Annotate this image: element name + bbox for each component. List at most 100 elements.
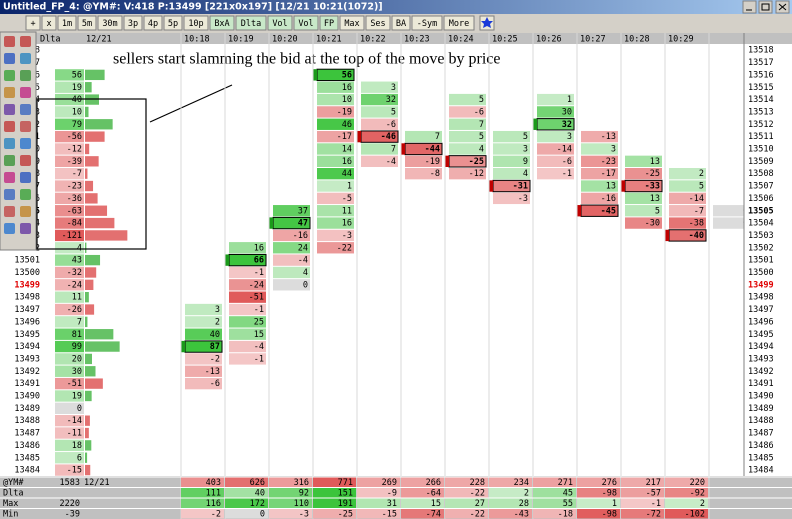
footprint-value: 5 bbox=[391, 107, 396, 117]
toolbar-button-label[interactable]: Vol bbox=[272, 19, 287, 29]
toolbar-button-label[interactable]: 10p bbox=[188, 19, 203, 29]
footprint-cell bbox=[537, 130, 574, 143]
tool-icon[interactable] bbox=[20, 121, 31, 132]
toolbar-button[interactable] bbox=[339, 15, 365, 31]
session-histogram-bar bbox=[85, 254, 101, 266]
tool-icon[interactable] bbox=[4, 36, 15, 47]
minimize-button[interactable] bbox=[742, 0, 757, 14]
summary-total: 2220 bbox=[60, 499, 80, 509]
summary-cell bbox=[445, 498, 488, 508]
footprint-value: 16 bbox=[254, 243, 264, 253]
tool-icon[interactable] bbox=[4, 206, 15, 217]
toolbar-button-label[interactable]: More bbox=[449, 19, 469, 29]
toolbar-button[interactable] bbox=[25, 15, 41, 31]
toolbar-button-label[interactable]: BxA bbox=[214, 19, 229, 29]
price-label: 13490 bbox=[14, 392, 40, 402]
tool-icon[interactable] bbox=[20, 189, 31, 200]
tool-icon[interactable] bbox=[20, 172, 31, 183]
footprint-cell bbox=[317, 93, 354, 106]
tool-icon[interactable] bbox=[4, 70, 15, 81]
session-histogram-bar bbox=[85, 131, 105, 142]
price-label: 13510 bbox=[748, 145, 774, 155]
footprint-cell bbox=[449, 143, 486, 155]
session-histogram-bar bbox=[85, 230, 128, 241]
icon bbox=[778, 3, 787, 11]
toolbar-button[interactable] bbox=[77, 15, 97, 31]
footprint-value: 4 bbox=[523, 169, 528, 179]
session-delta-cell bbox=[55, 279, 84, 291]
toolbar-button-label[interactable]: Max bbox=[344, 19, 359, 29]
toolbar-button[interactable] bbox=[411, 15, 443, 31]
toolbar-button[interactable] bbox=[267, 15, 293, 31]
toolbar-button-label[interactable]: Ses bbox=[370, 19, 385, 29]
tool-icon[interactable] bbox=[20, 104, 31, 115]
session-delta-value: -56 bbox=[67, 132, 82, 142]
tool-icon[interactable] bbox=[20, 206, 31, 217]
tool-icon[interactable] bbox=[4, 172, 15, 183]
session-delta-cell bbox=[55, 168, 84, 180]
session-delta-value: 7 bbox=[77, 317, 82, 327]
toolbar-button[interactable] bbox=[365, 15, 391, 31]
session-delta-value: -32 bbox=[67, 268, 82, 278]
toolbar-button[interactable] bbox=[41, 15, 57, 31]
footprint-cell bbox=[625, 192, 662, 205]
toolbar-button-label[interactable]: FP bbox=[324, 19, 334, 29]
summary-cell bbox=[269, 509, 312, 519]
tool-icon[interactable] bbox=[4, 138, 15, 149]
price-label: 13484 bbox=[748, 466, 774, 476]
footprint-value: -51 bbox=[249, 293, 264, 303]
toolbar-button[interactable] bbox=[319, 15, 339, 31]
toolbar-button-label[interactable]: Vol bbox=[298, 19, 313, 29]
tool-icon[interactable] bbox=[20, 70, 31, 81]
toolbar-button[interactable] bbox=[57, 15, 77, 31]
toolbar-button-label[interactable]: 5p bbox=[168, 19, 178, 29]
toolbar-button-label[interactable]: 1m bbox=[62, 19, 72, 29]
footprint-cell bbox=[493, 143, 530, 155]
tool-icon[interactable] bbox=[4, 87, 15, 98]
toolbar-button[interactable] bbox=[209, 15, 235, 31]
toolbar-button[interactable] bbox=[123, 15, 143, 31]
toolbar-button-label[interactable]: + bbox=[30, 19, 35, 29]
tool-icon[interactable] bbox=[4, 155, 15, 166]
toolbar-button[interactable] bbox=[235, 15, 267, 31]
summary-cell bbox=[357, 477, 400, 487]
tool-icon[interactable] bbox=[20, 223, 31, 234]
price-label: 13518 bbox=[748, 46, 774, 56]
toolbar-button-label[interactable]: BA bbox=[396, 19, 406, 29]
toolbar-button[interactable] bbox=[97, 15, 123, 31]
toolbar-button-label[interactable]: 3p bbox=[128, 19, 138, 29]
tool-icon[interactable] bbox=[4, 104, 15, 115]
toolbar-button[interactable] bbox=[443, 15, 475, 31]
footprint-value: 46 bbox=[342, 120, 352, 130]
toolbar-button-label[interactable]: 5m bbox=[82, 19, 92, 29]
session-histogram-bar bbox=[85, 353, 92, 365]
toolbar-button-label[interactable]: 30m bbox=[102, 19, 117, 29]
toolbar-button-label[interactable]: 4p bbox=[148, 19, 158, 29]
maximize-button[interactable] bbox=[758, 0, 773, 14]
tool-icon[interactable] bbox=[4, 53, 15, 64]
footprint-value: -24 bbox=[249, 280, 264, 290]
tool-icon[interactable] bbox=[20, 36, 31, 47]
tool-icon[interactable] bbox=[20, 87, 31, 98]
footprint-value: 14 bbox=[342, 145, 352, 155]
title-bar bbox=[0, 0, 792, 14]
footprint-cell bbox=[493, 192, 530, 205]
tool-icon[interactable] bbox=[20, 155, 31, 166]
session-delta-cell bbox=[55, 242, 84, 254]
toolbar-button[interactable] bbox=[391, 15, 411, 31]
tool-icon[interactable] bbox=[20, 138, 31, 149]
toolbar-button[interactable] bbox=[143, 15, 163, 31]
toolbar-button[interactable] bbox=[293, 15, 319, 31]
footprint-cell bbox=[273, 254, 310, 266]
toolbar-button[interactable] bbox=[183, 15, 209, 31]
toolbar-button[interactable] bbox=[163, 15, 183, 31]
tool-icon[interactable] bbox=[4, 121, 15, 132]
tool-icon[interactable] bbox=[20, 53, 31, 64]
toolbar-button-label[interactable]: -Sym bbox=[417, 19, 437, 29]
tool-icon[interactable] bbox=[4, 223, 15, 234]
toolbar-button-label[interactable]: Dlta bbox=[241, 19, 261, 29]
tool-icon[interactable] bbox=[4, 189, 15, 200]
session-delta-value: 99 bbox=[72, 342, 82, 352]
toolbar-button-label[interactable]: x bbox=[46, 19, 51, 29]
footprint-value: -3 bbox=[342, 231, 352, 241]
